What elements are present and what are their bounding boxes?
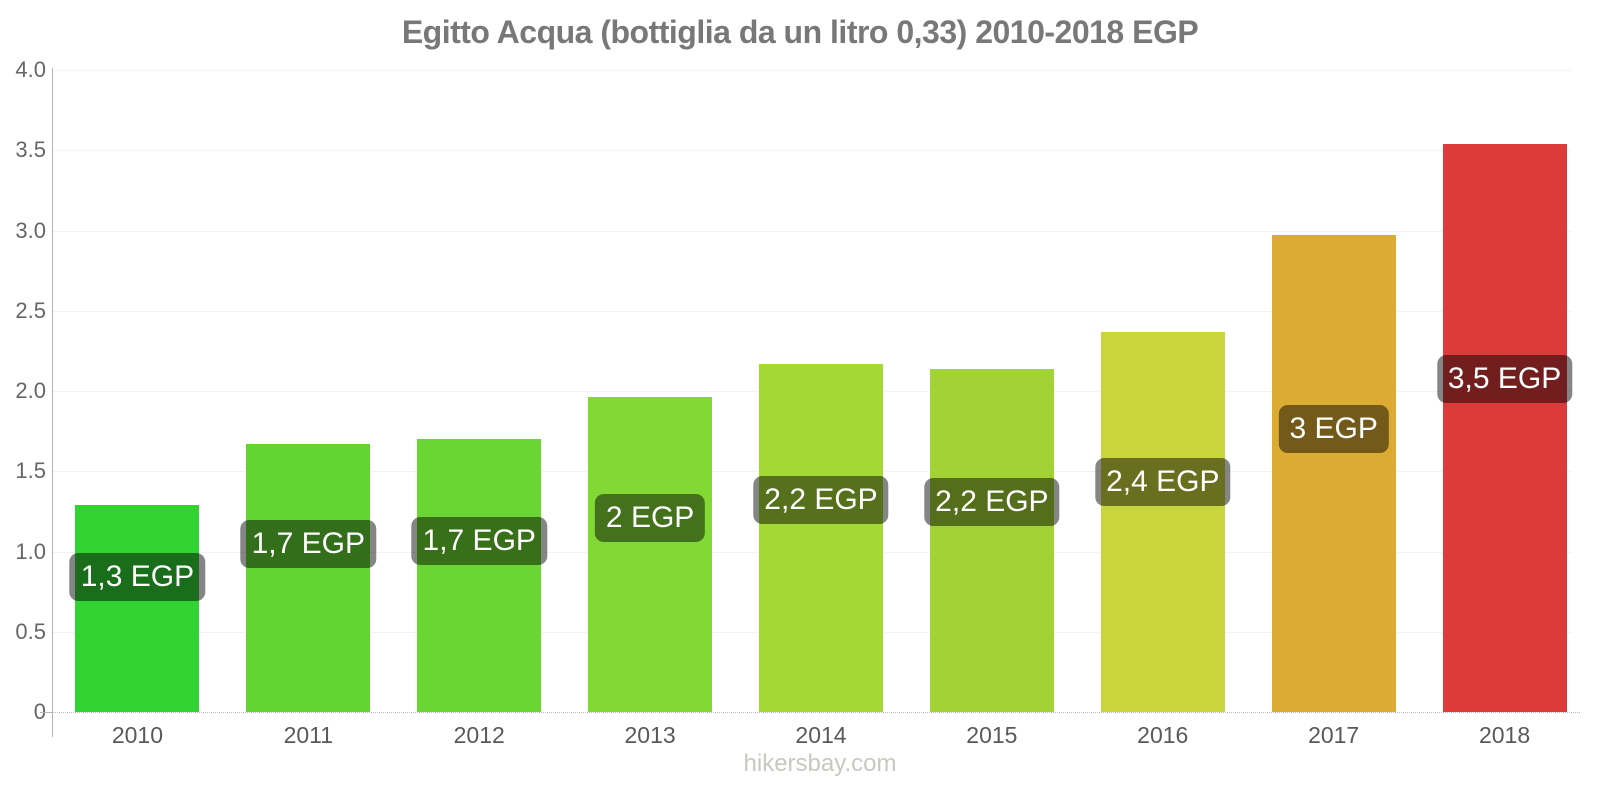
y-tick-label-0: 0 [33,699,46,724]
y-tick-label-1.0: 1.0 [15,538,46,564]
bar-2016[interactable] [1100,332,1225,712]
bar-value-label-2011: 1,7 EGP [240,519,377,568]
y-tick-label-4.0: 4.0 [15,57,46,82]
bar-2012[interactable] [417,439,542,712]
bar-2017[interactable] [1271,235,1396,712]
bar-value-label-2015: 2,2 EGP [924,478,1060,527]
bar-value-label-2010: 1,3 EGP [69,553,206,602]
gridline-y-3.5 [52,150,1572,152]
bar-2011[interactable] [246,444,371,712]
x-axis-baseline [40,712,1580,713]
x-tick-label-2018: 2018 [1478,722,1531,748]
y-tick-label-3.0: 3.0 [15,217,46,243]
x-tick-label-2017: 2017 [1308,722,1360,748]
origin-tick [40,712,52,713]
y-tick-label-2.5: 2.5 [15,297,46,323]
y-tick-label-2.0: 2.0 [15,378,46,403]
bar-value-label-2013: 2 EGP [594,493,706,542]
bar-value-label-2017: 3 EGP [1278,404,1389,453]
bar-2010[interactable] [75,505,200,712]
y-tick-label-1.5: 1.5 [15,458,46,484]
chart-title: Egitto Acqua (bottiglia da un litro 0,33… [401,14,1199,50]
x-tick-label-2012: 2012 [453,722,505,748]
x-tick-label-2014: 2014 [795,722,847,748]
gridline-y-2.5 [52,310,1572,312]
bar-2014[interactable] [759,364,883,712]
bar-2013[interactable] [588,397,713,712]
x-tick-label-2016: 2016 [1137,722,1189,748]
x-tick-label-2010: 2010 [111,722,164,748]
y-tick-label-0.5: 0.5 [15,618,46,644]
bar-2018[interactable] [1442,144,1567,712]
bar-value-label-2016: 2,4 EGP [1095,458,1231,506]
watermark-hikersbay: hikersbay.com [743,750,897,777]
x-tick-label-2011: 2011 [283,722,334,748]
gridline-y-3.0 [52,230,1572,232]
bar-value-label-2012: 1,7 EGP [411,516,547,565]
bar-value-label-2018: 3,5 EGP [1436,354,1573,403]
y-axis-line [52,68,53,737]
bar-2015[interactable] [929,369,1054,712]
x-tick-label-2013: 2013 [624,722,676,748]
bar-value-label-2014: 2,2 EGP [753,475,889,524]
gridline-y-4.0 [52,70,1572,71]
x-tick-label-2015: 2015 [966,722,1018,748]
y-tick-label-3.5: 3.5 [15,137,46,163]
